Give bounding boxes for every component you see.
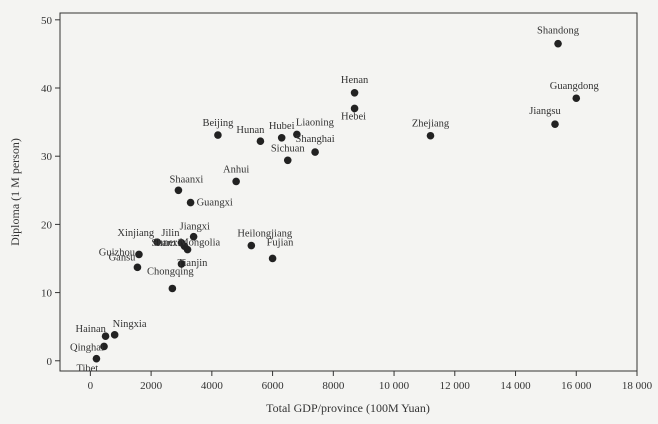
point-label: Chongqing [147, 266, 194, 277]
data-point [189, 232, 198, 241]
data-point [177, 260, 186, 268]
point-label: Jiangsu [529, 106, 561, 117]
point-label: Shanxi [151, 238, 180, 249]
x-tick-label: 18 000 [622, 380, 653, 392]
data-point [133, 263, 142, 272]
x-tick-label: 10 000 [379, 380, 410, 392]
data-points: Shandong Guangdong Jiangsu Henan Hebei Zhejia… [70, 26, 599, 375]
data-point [183, 245, 192, 254]
point-label: Hunan [236, 125, 265, 136]
data-point [551, 120, 559, 128]
point-label: Hubei [269, 121, 295, 132]
data-point [168, 284, 177, 293]
data-point [554, 39, 562, 48]
x-tick-label: 12 000 [440, 380, 471, 392]
y-tick-label: 0 [47, 356, 53, 368]
x-tick-label: 8000 [322, 380, 345, 392]
point-label: Henan [341, 75, 369, 86]
x-tick-label: 14 000 [500, 380, 531, 392]
point-label: Hainan [76, 324, 107, 335]
point-label: Heilongjiang [237, 229, 293, 240]
x-axis-title: Total GDP/province (100M Yuan) [266, 401, 430, 415]
x-tick-label: 2000 [140, 380, 163, 392]
point-label: Inner Mongolia [155, 238, 221, 249]
y-tick-label: 30 [41, 151, 53, 163]
point-label: Beijing [202, 118, 234, 129]
data-point [214, 131, 222, 139]
data-point [268, 254, 277, 263]
data-point [110, 331, 119, 339]
data-point [311, 148, 319, 156]
x-tick-label: 0 [88, 380, 94, 392]
data-point [277, 133, 286, 142]
data-point [350, 88, 359, 97]
data-point [293, 130, 301, 139]
point-label: Sichuan [271, 143, 306, 154]
point-label: Jiangxi [180, 222, 210, 233]
point-label: Hebei [341, 111, 366, 122]
data-point [426, 131, 435, 140]
x-tick-label: 16 000 [561, 380, 592, 392]
data-point [350, 104, 359, 113]
point-label: Tianjin [177, 258, 208, 269]
point-label: Tibet [76, 364, 98, 375]
data-point [100, 342, 108, 351]
x-tick-label: 6000 [262, 380, 285, 392]
y-tick-label: 40 [41, 83, 53, 95]
point-label: Jilin [161, 228, 180, 239]
y-tick-label: 50 [41, 15, 53, 27]
data-point [283, 156, 292, 165]
point-label: Gansu [109, 252, 137, 263]
point-label: Ningxia [113, 319, 147, 330]
point-label: Xinjiang [117, 228, 154, 239]
point-label: Anhui [223, 164, 249, 175]
x-tick-label: 4000 [201, 380, 224, 392]
data-point [247, 241, 256, 250]
data-point [232, 177, 240, 186]
data-point [92, 354, 101, 363]
point-label: Zhejiang [412, 119, 450, 130]
point-label: Shanghai [296, 134, 335, 145]
point-label: Fujian [267, 237, 295, 248]
y-tick-label: 10 [41, 288, 53, 300]
data-point [256, 137, 265, 145]
point-label: Shandong [537, 26, 580, 37]
data-point [174, 186, 183, 195]
point-label: Shaanxi [170, 174, 204, 185]
point-label: Qinghai [70, 342, 104, 353]
data-point [135, 250, 143, 259]
plot-frame [59, 12, 638, 372]
y-axis-title: Diploma (1 M person) [8, 138, 22, 246]
data-point [186, 198, 195, 207]
point-label: Guizhou [99, 247, 136, 258]
point-label: Guangdong [550, 81, 600, 92]
data-point [572, 94, 581, 103]
data-point [153, 238, 161, 246]
axis-ticks: 0 2000 4000 6000 8000 10 000 12 000 14 000 16 00… [41, 15, 653, 392]
point-label: Guangxi [197, 198, 233, 209]
point-label: Liaoning [296, 117, 335, 128]
data-point [101, 332, 110, 341]
y-tick-label: 20 [41, 219, 53, 231]
